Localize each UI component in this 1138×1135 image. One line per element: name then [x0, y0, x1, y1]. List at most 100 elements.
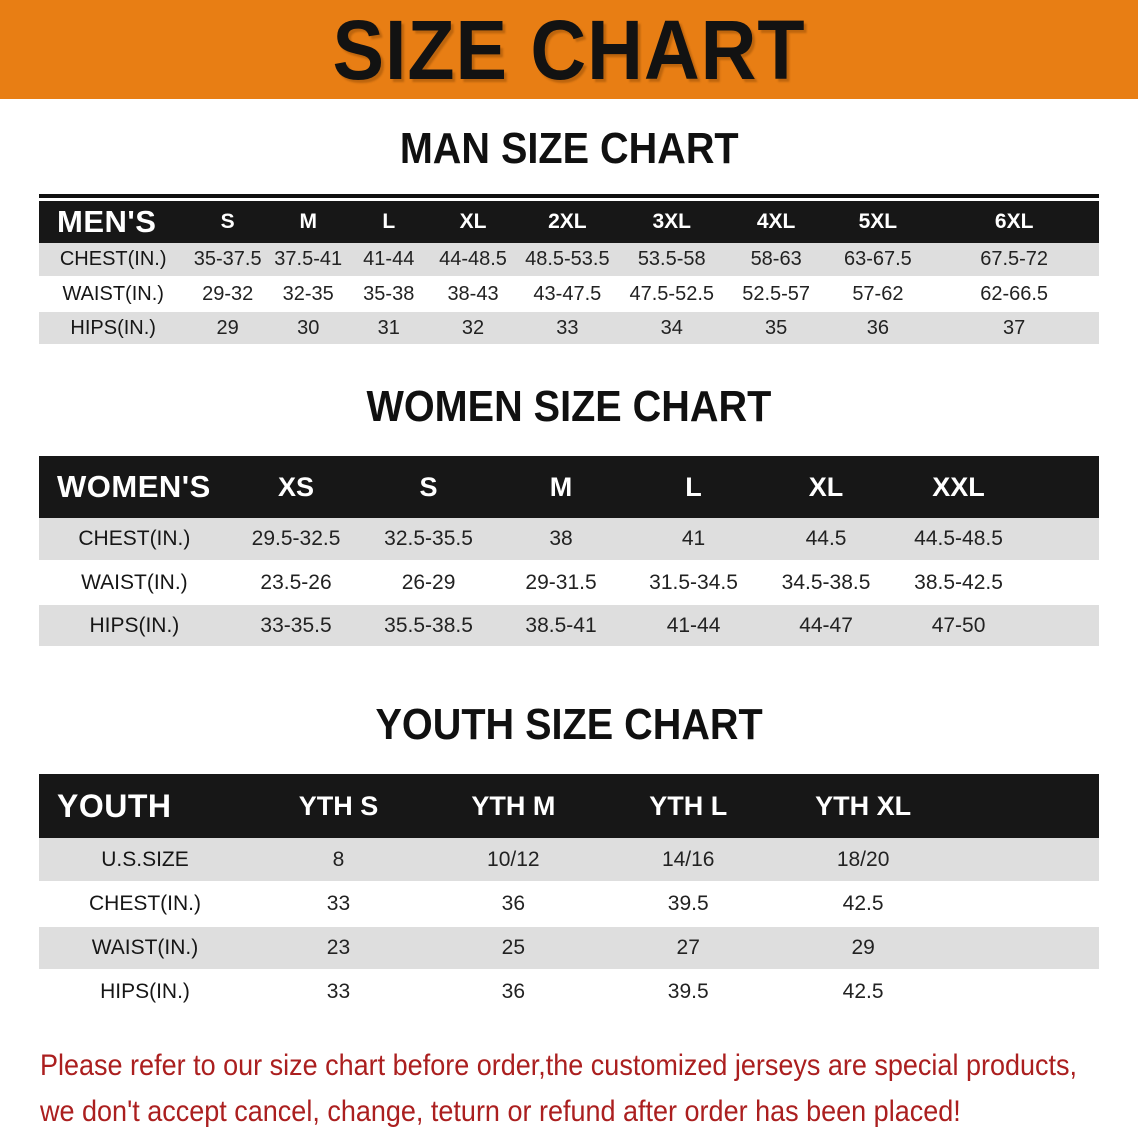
size-header-cell: 2XL: [517, 201, 618, 243]
value-cell: 41: [627, 518, 760, 562]
value-cell: 38: [494, 518, 628, 562]
value-cell: 44-48.5: [429, 243, 517, 278]
header-group-label: YOUTH: [39, 774, 251, 838]
value-cell: 36: [425, 882, 601, 927]
measurement-label: WAIST(IN.): [39, 926, 251, 971]
value-cell: 47-50: [892, 604, 1025, 648]
note-line-2: we don't accept cancel, change, teturn o…: [40, 1095, 961, 1128]
youth-table-wrap: YOUTH YTH S YTH M YTH L YTH XL U.S.SIZE 8 10/12…: [39, 774, 1099, 1015]
value-cell: 43-47.5: [517, 277, 618, 312]
value-cell: 35-38: [348, 277, 430, 312]
header-group-label: WOMEN'S: [39, 456, 230, 518]
size-header-cell: YTH M: [425, 774, 601, 838]
value-cell: 25: [425, 926, 601, 971]
size-header-cell: L: [627, 456, 760, 518]
value-cell: 36: [826, 311, 930, 346]
value-cell: 42.5: [775, 970, 951, 1015]
value-cell: 57-62: [826, 277, 930, 312]
value-cell: 29.5-32.5: [229, 518, 363, 562]
value-cell: 32: [429, 311, 517, 346]
table-row: WAIST(IN.) 29-32 32-35 35-38 38-43 43-47.5 47.…: [39, 277, 1099, 312]
value-cell: 44.5-48.5: [892, 518, 1025, 562]
value-cell: 63-67.5: [826, 243, 930, 278]
table-row: CHEST(IN.) 29.5-32.5 32.5-35.5 38 41 44.5 44.5…: [39, 518, 1099, 562]
value-cell: 41-44: [348, 243, 430, 278]
womens-size-table: WOMEN'S XS S M L XL XXL CHEST(IN.) 29.5-32.5 32.5…: [39, 456, 1099, 648]
value-cell: 47.5-52.5: [617, 277, 726, 312]
size-header-cell: M: [267, 201, 349, 243]
size-header-cell: 5XL: [826, 201, 930, 243]
size-header-cell: YTH L: [600, 774, 776, 838]
table-row: U.S.SIZE 8 10/12 14/16 18/20: [39, 838, 1099, 883]
value-cell: 48.5-53.5: [517, 243, 618, 278]
measurement-label: CHEST(IN.): [39, 882, 251, 927]
order-policy-note: Please refer to our size chart before or…: [40, 1043, 1138, 1135]
value-cell: 67.5-72: [929, 243, 1099, 278]
value-cell: 32.5-35.5: [362, 518, 495, 562]
note-line-1: Please refer to our size chart before or…: [40, 1049, 1078, 1082]
measurement-label: U.S.SIZE: [39, 838, 251, 883]
value-cell: 8: [251, 838, 426, 883]
value-cell: 41-44: [627, 604, 760, 648]
size-header-cell: YTH S: [251, 774, 426, 838]
header-row: MEN'S S M L XL 2XL 3XL 4XL 5XL 6XL: [39, 201, 1099, 243]
size-header-cell: 4XL: [725, 201, 827, 243]
measurement-label: WAIST(IN.): [39, 277, 188, 312]
value-cell: 29: [187, 311, 268, 346]
value-cell: 29: [775, 926, 951, 971]
value-cell: 39.5: [600, 882, 776, 927]
value-cell: 33: [251, 882, 426, 927]
value-cell: 26-29: [362, 561, 495, 605]
table-row: HIPS(IN.) 29 30 31 32 33 34 35 36 37: [39, 311, 1099, 346]
value-cell: 29-31.5: [494, 561, 628, 605]
youth-size-table: YOUTH YTH S YTH M YTH L YTH XL U.S.SIZE 8 10/12…: [39, 774, 1099, 1015]
value-cell: 44.5: [759, 518, 893, 562]
value-cell: 39.5: [600, 970, 776, 1015]
man-chart-title: MAN SIZE CHART: [399, 124, 739, 173]
banner-title: SIZE CHART: [332, 2, 806, 97]
mens-table-wrap: MEN'S S M L XL 2XL 3XL 4XL 5XL 6XL CHEST(IN.) 35-37…: [39, 194, 1099, 346]
value-cell: 42.5: [775, 882, 951, 927]
value-cell: 33: [251, 970, 426, 1015]
value-cell: 34: [617, 311, 726, 346]
table-row: CHEST(IN.) 35-37.5 37.5-41 41-44 44-48.5 48.5…: [39, 243, 1099, 278]
table-row: CHEST(IN.) 33 36 39.5 42.5: [39, 882, 1099, 927]
value-cell: 53.5-58: [617, 243, 726, 278]
row-spacer: [950, 970, 1099, 1015]
row-spacer: [950, 926, 1099, 971]
value-cell: 35: [725, 311, 827, 346]
value-cell: 35-37.5: [187, 243, 268, 278]
value-cell: 23: [251, 926, 426, 971]
table-row: HIPS(IN.) 33-35.5 35.5-38.5 38.5-41 41-44 44-…: [39, 604, 1099, 648]
measurement-label: WAIST(IN.): [39, 561, 230, 605]
value-cell: 36: [425, 970, 601, 1015]
value-cell: 44-47: [759, 604, 893, 648]
measurement-label: HIPS(IN.): [39, 604, 230, 648]
value-cell: 10/12: [425, 838, 601, 883]
size-header-cell: 6XL: [929, 201, 1099, 243]
value-cell: 23.5-26: [229, 561, 363, 605]
header-spacer: [1024, 456, 1099, 518]
size-chart-banner: SIZE CHART: [0, 0, 1138, 99]
value-cell: 33-35.5: [229, 604, 363, 648]
value-cell: 38.5-41: [494, 604, 628, 648]
size-header-cell: XL: [429, 201, 517, 243]
mens-table-top-rule: [39, 194, 1099, 198]
value-cell: 58-63: [725, 243, 827, 278]
value-cell: 37.5-41: [267, 243, 349, 278]
value-cell: 18/20: [775, 838, 951, 883]
header-group-label: MEN'S: [39, 201, 188, 243]
row-spacer: [1024, 561, 1099, 605]
size-header-cell: XL: [759, 456, 893, 518]
value-cell: 31.5-34.5: [627, 561, 760, 605]
row-spacer: [1024, 518, 1099, 562]
header-row: YOUTH YTH S YTH M YTH L YTH XL: [39, 774, 1099, 838]
value-cell: 37: [929, 311, 1099, 346]
measurement-label: HIPS(IN.): [39, 311, 188, 346]
size-header-cell: XXL: [892, 456, 1025, 518]
value-cell: 38.5-42.5: [892, 561, 1025, 605]
size-header-cell: XS: [229, 456, 363, 518]
youth-chart-title: YOUTH SIZE CHART: [375, 700, 763, 749]
size-header-cell: L: [348, 201, 430, 243]
measurement-label: HIPS(IN.): [39, 970, 251, 1015]
